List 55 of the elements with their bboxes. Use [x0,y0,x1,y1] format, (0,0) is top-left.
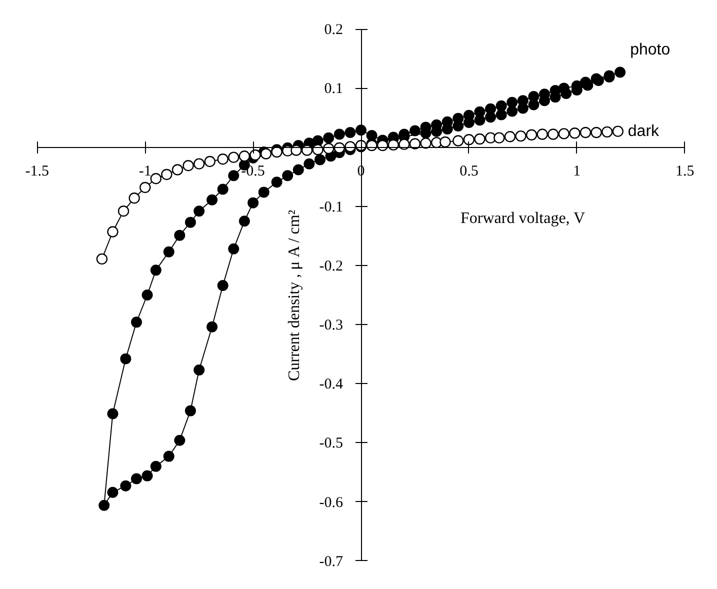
point [504,131,516,142]
point [463,134,475,146]
point [398,138,410,150]
point [420,138,432,149]
point [515,130,526,142]
y-tick-label: -0.2 [319,258,344,274]
point [440,136,451,148]
y-tick-label: -0.5 [319,436,344,452]
y-tick-label: -0.4 [319,376,344,393]
point [301,144,313,156]
point [536,128,548,140]
point [161,168,172,180]
point [580,126,592,138]
x-tick-label: 1 [573,163,581,180]
x-tick-label: 0.5 [460,163,478,180]
point [569,128,580,139]
y-tick-label: -0.1 [319,199,344,216]
point [558,128,570,140]
series-label: photo [630,42,670,59]
point [204,156,216,168]
y-tick-label: -0.7 [319,554,344,570]
series-label: dark [628,122,660,140]
point [128,192,140,204]
point [602,126,613,138]
point [150,173,162,184]
y-tick-label: 0.1 [324,81,343,98]
point [452,135,464,146]
x-tick-label: 1.5 [675,163,694,180]
point [107,226,118,238]
point [548,128,559,140]
point [228,152,240,163]
x-axis-title: Forward voltage, V [460,210,586,228]
point [494,132,505,144]
point [526,129,538,140]
point [250,149,261,161]
point [96,253,108,265]
point [182,160,194,172]
point [140,182,151,194]
x-tick-label: -1.5 [25,163,50,180]
y-tick-label: -0.6 [319,494,344,511]
point [193,158,205,170]
point [290,144,302,156]
point [612,126,624,137]
point [409,138,421,150]
y-tick-label: -0.3 [319,318,344,334]
x-tick-label: -1 [138,163,152,180]
point [217,154,228,165]
point [118,206,130,217]
point [260,148,272,160]
y-tick-label: 0.2 [324,22,343,38]
y-axis-title: Current density , μ A / cm² [286,210,303,382]
point [238,150,250,162]
point [474,133,486,145]
point [590,126,602,138]
point [172,164,184,176]
